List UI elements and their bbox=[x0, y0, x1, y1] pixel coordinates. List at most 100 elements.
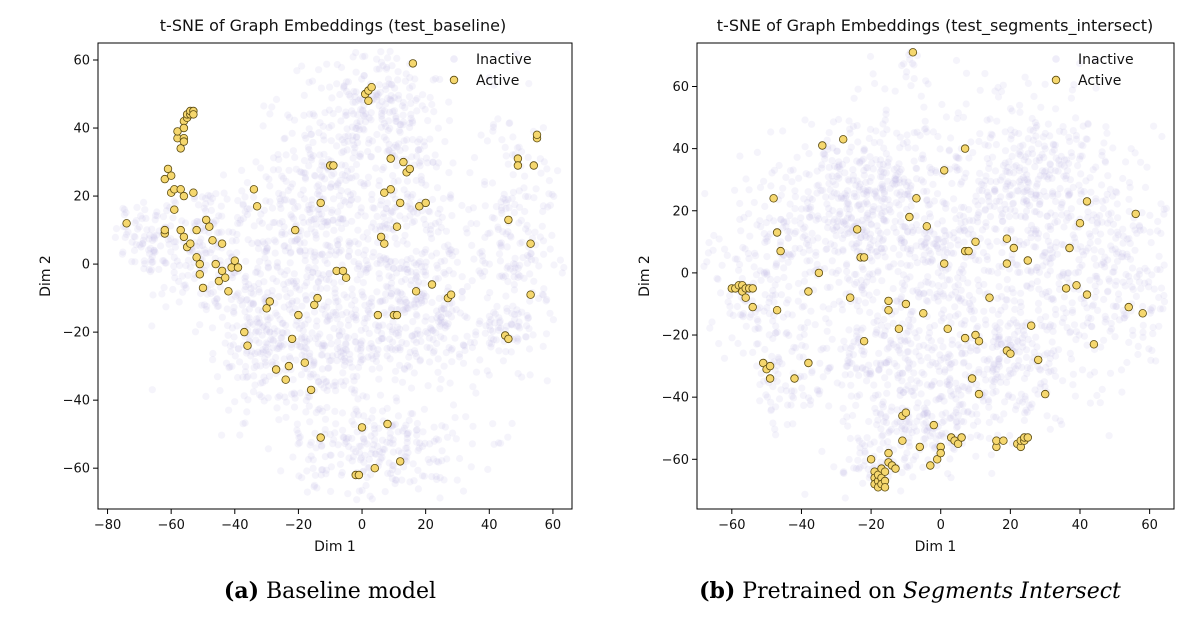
inactive-point bbox=[336, 344, 344, 352]
inactive-point bbox=[394, 412, 402, 420]
inactive-point bbox=[334, 241, 342, 249]
inactive-point bbox=[873, 421, 881, 429]
inactive-point bbox=[350, 411, 358, 419]
inactive-point bbox=[382, 255, 390, 263]
inactive-point bbox=[320, 302, 328, 310]
inactive-point bbox=[321, 175, 329, 183]
active-point bbox=[240, 327, 249, 337]
inactive-point bbox=[255, 339, 263, 347]
inactive-point bbox=[476, 269, 485, 277]
inactive-point bbox=[1002, 205, 1010, 213]
inactive-point bbox=[1072, 114, 1080, 122]
inactive-point bbox=[268, 204, 277, 212]
inactive-point bbox=[983, 256, 992, 264]
inactive-point bbox=[466, 338, 474, 347]
inactive-point bbox=[389, 172, 397, 180]
inactive-point bbox=[316, 330, 324, 338]
inactive-point bbox=[355, 152, 363, 160]
inactive-point bbox=[359, 392, 367, 400]
inactive-point bbox=[833, 147, 841, 155]
inactive-point bbox=[378, 297, 387, 305]
inactive-point bbox=[1034, 263, 1042, 271]
inactive-point bbox=[373, 350, 381, 358]
inactive-point bbox=[384, 94, 392, 102]
inactive-point bbox=[344, 316, 353, 324]
active-point bbox=[1075, 218, 1085, 228]
inactive-point bbox=[496, 257, 504, 265]
inactive-point bbox=[414, 326, 422, 334]
inactive-point bbox=[372, 91, 380, 99]
inactive-point bbox=[386, 124, 394, 132]
inactive-point bbox=[270, 325, 278, 333]
inactive-point bbox=[334, 181, 342, 189]
inactive-point bbox=[426, 208, 434, 216]
inactive-point bbox=[498, 204, 506, 212]
legend-marker-inactive bbox=[1052, 55, 1060, 63]
inactive-point bbox=[412, 96, 420, 104]
inactive-point bbox=[717, 289, 725, 297]
inactive-point bbox=[1005, 158, 1013, 166]
inactive-point bbox=[402, 70, 410, 78]
inactive-point bbox=[385, 272, 393, 280]
inactive-point bbox=[1139, 302, 1147, 311]
inactive-point bbox=[768, 169, 776, 177]
inactive-point bbox=[801, 232, 809, 240]
inactive-point bbox=[345, 247, 353, 255]
inactive-point bbox=[255, 279, 263, 287]
inactive-point bbox=[503, 307, 511, 315]
inactive-point bbox=[924, 279, 932, 287]
inactive-point bbox=[399, 118, 407, 126]
inactive-point bbox=[430, 108, 438, 116]
inactive-point bbox=[912, 212, 920, 220]
inactive-point bbox=[170, 268, 178, 276]
inactive-point bbox=[408, 82, 416, 90]
active-point bbox=[166, 171, 176, 180]
inactive-point bbox=[511, 201, 519, 209]
inactive-point bbox=[208, 194, 217, 203]
inactive-point bbox=[244, 320, 252, 329]
active-point bbox=[964, 246, 973, 256]
inactive-point bbox=[401, 231, 409, 239]
inactive-point bbox=[411, 303, 419, 311]
inactive-point bbox=[1043, 271, 1052, 279]
inactive-point bbox=[281, 271, 289, 279]
inactive-point bbox=[273, 327, 281, 335]
caption-b-emphasis: Segments Intersect bbox=[902, 579, 1121, 604]
inactive-point bbox=[312, 409, 320, 417]
inactive-point bbox=[466, 169, 474, 177]
inactive-point bbox=[407, 110, 415, 118]
inactive-point bbox=[856, 463, 864, 471]
inactive-point bbox=[1023, 175, 1031, 183]
inactive-point bbox=[899, 140, 907, 148]
inactive-point bbox=[229, 228, 237, 236]
inactive-point bbox=[1041, 80, 1049, 88]
inactive-point bbox=[342, 108, 350, 116]
inactive-point bbox=[1006, 431, 1014, 440]
inactive-point bbox=[969, 421, 978, 429]
inactive-point bbox=[293, 426, 301, 434]
inactive-point bbox=[311, 257, 319, 265]
active-point bbox=[383, 419, 392, 429]
inactive-point bbox=[321, 310, 329, 318]
inactive-point bbox=[886, 201, 894, 209]
inactive-point bbox=[511, 254, 519, 262]
inactive-point bbox=[860, 289, 868, 297]
inactive-point bbox=[980, 266, 988, 274]
inactive-point bbox=[280, 355, 288, 363]
inactive-point bbox=[1141, 183, 1150, 191]
inactive-point bbox=[376, 259, 384, 267]
inactive-point bbox=[150, 234, 158, 242]
inactive-point bbox=[995, 355, 1003, 363]
inactive-point bbox=[332, 251, 340, 259]
inactive-point bbox=[319, 340, 327, 348]
inactive-point bbox=[453, 258, 461, 266]
active-point bbox=[265, 297, 274, 306]
inactive-point bbox=[277, 204, 285, 212]
inactive-point bbox=[757, 276, 765, 284]
inactive-point bbox=[422, 246, 430, 254]
inactive-point bbox=[326, 83, 334, 91]
inactive-point bbox=[917, 390, 925, 398]
inactive-point bbox=[1017, 308, 1025, 317]
inactive-point bbox=[416, 135, 424, 143]
inactive-point bbox=[273, 311, 281, 319]
